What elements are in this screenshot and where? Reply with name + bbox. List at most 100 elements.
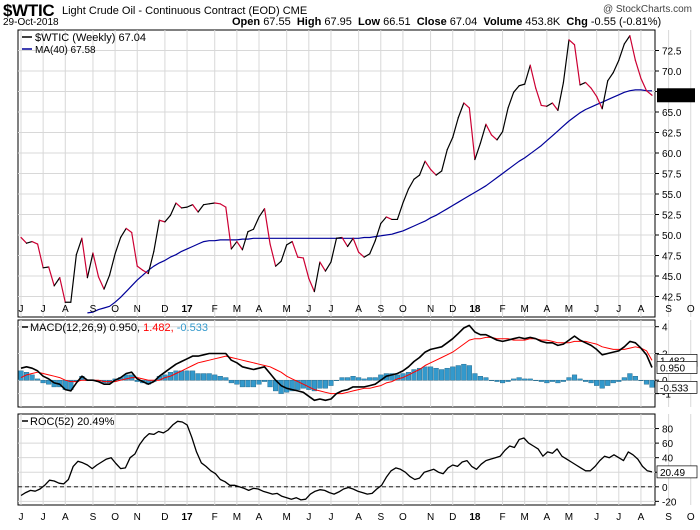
- price-segment: [358, 251, 365, 258]
- macd-histogram-bar: [560, 380, 566, 382]
- price-segment: [446, 136, 454, 151]
- price-segment: [97, 276, 105, 290]
- macd-histogram-bar: [389, 373, 395, 381]
- price-segment: [53, 277, 61, 287]
- price-segment: [125, 227, 133, 234]
- price-segment: [479, 123, 487, 144]
- price-segment: [291, 240, 299, 258]
- price-segment: [37, 243, 44, 269]
- price-segment: [618, 43, 625, 61]
- price-segment: [629, 35, 636, 61]
- price-segment: [346, 237, 354, 248]
- price-segment: [468, 107, 476, 161]
- price-segment: [418, 160, 426, 176]
- price-segment: [120, 227, 127, 239]
- macd-histogram-bar: [345, 377, 351, 381]
- x-label-bottom: A: [638, 512, 645, 523]
- macd-histogram-bar: [505, 380, 511, 382]
- roc-legend-label: ROC(52) 20.49%: [30, 416, 115, 428]
- roc-ytick-label: 0: [662, 483, 668, 494]
- roc-ytick-label: 60: [662, 439, 674, 450]
- macd-histogram-bar: [610, 380, 616, 384]
- macd-histogram-bar: [477, 376, 483, 381]
- macd-histogram-bar: [184, 370, 190, 381]
- x-label-price: J: [41, 304, 46, 315]
- price-segment: [546, 102, 553, 107]
- x-label-price: O: [687, 304, 695, 315]
- macd-histogram-bar: [372, 377, 378, 381]
- price-segment: [75, 237, 83, 256]
- macd-histogram-bar: [522, 378, 528, 381]
- macd-histogram-bar: [367, 377, 373, 381]
- macd-histogram-bar: [35, 378, 41, 381]
- price-segment: [175, 202, 183, 209]
- price-segment: [601, 80, 609, 110]
- price-segment: [518, 83, 526, 87]
- macd-hist-value-box: [656, 381, 698, 394]
- roc-value-box: [656, 465, 698, 479]
- roc-ytick-label: -20: [662, 497, 677, 508]
- x-label-bottom: N: [427, 512, 434, 523]
- x-label-bottom: M: [283, 512, 291, 523]
- x-label-bottom: D: [161, 512, 168, 523]
- price-segment: [169, 202, 177, 216]
- x-label-price: J: [328, 304, 333, 315]
- price-segment: [457, 102, 465, 119]
- price-ytick-label: 57.5: [662, 170, 682, 181]
- price-segment: [48, 266, 55, 287]
- price-segment: [535, 87, 542, 107]
- price-segment: [396, 202, 404, 221]
- macd-histogram-bar: [250, 380, 257, 388]
- x-label-price: 18: [469, 304, 481, 315]
- price-segment: [92, 252, 100, 278]
- price-segment: [236, 240, 244, 251]
- price-segment: [501, 107, 509, 133]
- macd-histogram-bar: [190, 370, 196, 381]
- price-ytick-label: 60.0: [662, 149, 682, 160]
- price-segment: [490, 134, 498, 141]
- macd-histogram-bar: [322, 380, 328, 389]
- macd-line: [20, 324, 653, 402]
- price-segment: [214, 202, 221, 205]
- x-label-bottom: D: [449, 512, 456, 523]
- price-segment: [557, 81, 565, 111]
- x-label-price: A: [543, 304, 550, 315]
- price-segment: [241, 231, 249, 251]
- x-label-price: D: [161, 304, 168, 315]
- price-segment: [380, 216, 387, 225]
- chart-date: 29-Oct-2018: [3, 17, 59, 28]
- macd-histogram-bar: [350, 376, 356, 381]
- price-segment: [324, 261, 332, 272]
- macd-legend-signal: 1.482,: [143, 322, 177, 334]
- x-label-bottom: M: [565, 512, 573, 523]
- chart-header: $WTIC Light Crude Oil - Continuous Contr…: [0, 0, 700, 28]
- price-segment: [352, 237, 360, 253]
- ma-legend-label: MA(40) 67.58: [35, 45, 96, 56]
- x-label-price: N: [427, 304, 434, 315]
- price-segment: [164, 214, 172, 223]
- x-label-price: F: [212, 304, 218, 315]
- macd-histogram-bar: [195, 373, 201, 381]
- macd-histogram-bar: [577, 378, 583, 381]
- macd-histogram-bar: [356, 377, 362, 381]
- macd-legend-name: MACD(12,26,9) 0.950,: [30, 322, 143, 334]
- price-segment: [485, 123, 493, 136]
- roc-legend-name: ROC(52): [30, 416, 77, 428]
- macd-histogram-bar: [455, 365, 461, 381]
- macd-hist-value: -0.533: [660, 383, 689, 394]
- price-segment: [158, 219, 166, 223]
- macd-histogram-bar: [588, 380, 594, 384]
- price-segment: [330, 237, 338, 263]
- price-segment: [186, 204, 194, 208]
- price-segment: [81, 237, 89, 279]
- x-label-bottom: J: [306, 512, 311, 523]
- macd-histogram-bar: [511, 378, 517, 381]
- x-label-price: A: [62, 304, 69, 315]
- price-ytick-label: 47.5: [662, 252, 682, 263]
- price-segment: [219, 203, 227, 208]
- macd-histogram-bar: [228, 380, 234, 384]
- macd-value: 0.950: [660, 364, 685, 375]
- price-ytick-label: 50.0: [662, 231, 682, 242]
- macd-histogram-bar: [549, 380, 555, 382]
